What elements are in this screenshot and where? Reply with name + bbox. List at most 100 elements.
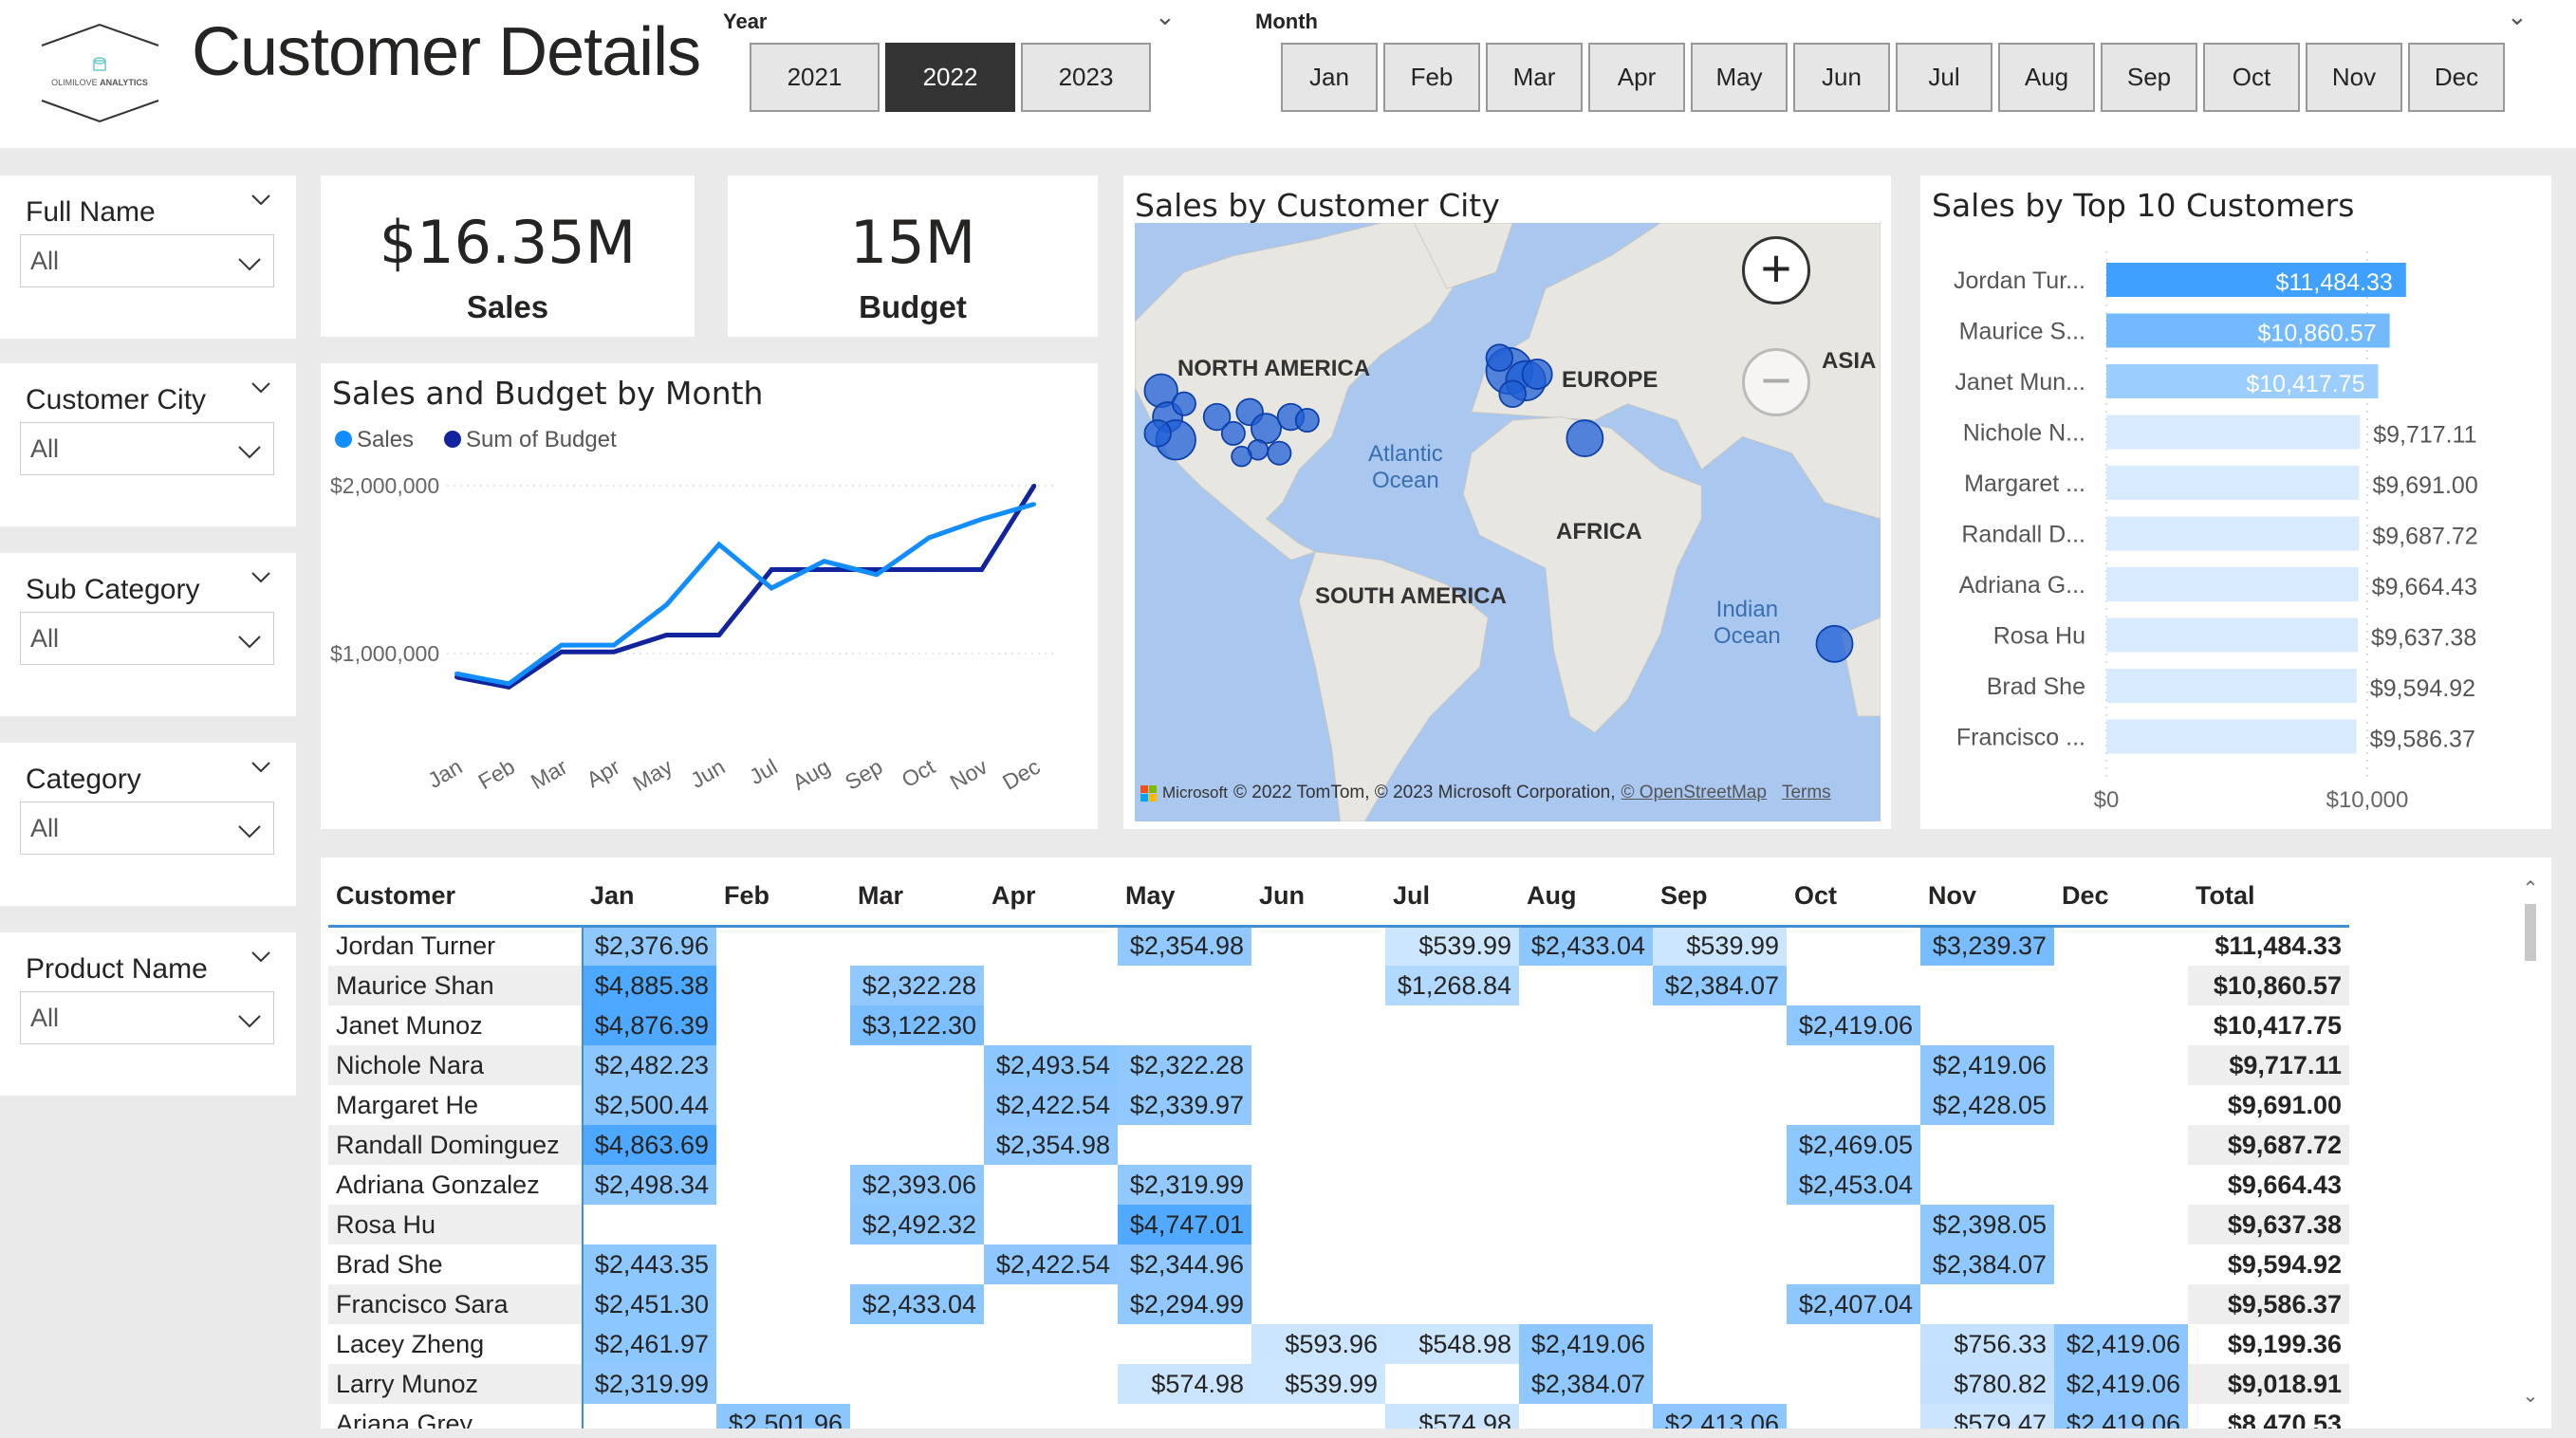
customer-city-dropdown[interactable]: All	[20, 422, 274, 475]
full-name-dropdown[interactable]: All	[20, 234, 274, 287]
legend-label-0[interactable]: Sales	[357, 427, 414, 452]
bar[interactable]	[2106, 618, 2359, 653]
map-zoom-in-button[interactable]: +	[1742, 236, 1810, 304]
column-header-customer[interactable]: Customer	[328, 867, 583, 928]
chevron-down-icon[interactable]	[250, 756, 271, 777]
month-button-mar[interactable]: Mar	[1486, 43, 1583, 112]
column-header-feb[interactable]: Feb	[716, 867, 850, 928]
column-header-sep[interactable]: Sep	[1653, 867, 1787, 928]
bar[interactable]	[2106, 567, 2359, 601]
bar[interactable]	[2106, 669, 2357, 703]
month-button-jun[interactable]: Jun	[1793, 43, 1890, 112]
category-dropdown[interactable]: All	[20, 802, 274, 855]
column-header-nov[interactable]: Nov	[1920, 867, 2054, 928]
data-point[interactable]	[716, 633, 721, 637]
data-point[interactable]	[612, 650, 617, 654]
month-slicer-chevron-icon[interactable]: ⌄	[2507, 2, 2528, 30]
scroll-up-icon[interactable]: ⌃	[2522, 878, 2539, 899]
column-header-jul[interactable]: Jul	[1385, 867, 1519, 928]
month-button-apr[interactable]: Apr	[1588, 43, 1685, 112]
table-row[interactable]: Larry Munoz $2,319.99 $574.98 $539.99 $2,384…	[328, 1364, 2349, 1404]
table-row[interactable]: Adriana Gonzalez $2,498.34 $2,393.06 $2,319…	[328, 1165, 2349, 1205]
data-point[interactable]	[1032, 484, 1036, 488]
table-row[interactable]: Rosa Hu $2,492.32 $4,747.01 $2,398.05 $9,637…	[328, 1205, 2349, 1244]
month-button-aug[interactable]: Aug	[1998, 43, 2095, 112]
table-row[interactable]: Maurice Shan $4,885.38 $2,322.28 $1,268.84 $…	[328, 966, 2349, 1005]
data-point[interactable]	[507, 681, 511, 686]
year-button-2021[interactable]: 2021	[750, 43, 880, 112]
series-line-sales[interactable]	[455, 502, 1035, 687]
data-point[interactable]	[979, 517, 984, 522]
bar[interactable]	[2106, 263, 2406, 297]
month-button-oct[interactable]: Oct	[2203, 43, 2300, 112]
osm-link[interactable]: © OpenStreetMap	[1621, 783, 1767, 802]
table-scrollbar[interactable]: ⌃ ⌄	[2519, 876, 2542, 1408]
data-point[interactable]	[664, 633, 669, 637]
table-row[interactable]: Lacey Zheng $2,461.97 $593.96 $548.98 $2,419…	[328, 1324, 2349, 1364]
bar[interactable]	[2106, 313, 2390, 348]
month-button-jul[interactable]: Jul	[1896, 43, 1992, 112]
data-point[interactable]	[507, 685, 511, 690]
data-point[interactable]	[1032, 502, 1036, 507]
table-row[interactable]: Nichole Nara $2,482.23 $2,493.54 $2,322.28 $…	[328, 1045, 2349, 1085]
bar[interactable]	[2106, 516, 2360, 551]
bar[interactable]	[2106, 466, 2360, 500]
table-row[interactable]: Margaret He $2,500.44 $2,422.54 $2,339.97 $2…	[328, 1085, 2349, 1125]
column-header-mar[interactable]: Mar	[850, 867, 984, 928]
data-point[interactable]	[769, 585, 774, 590]
scroll-thumb[interactable]	[2525, 904, 2536, 961]
column-header-may[interactable]: May	[1118, 867, 1251, 928]
table-row[interactable]: Randall Dominguez $4,863.69 $2,354.98 $2,46…	[328, 1125, 2349, 1165]
data-point[interactable]	[454, 672, 458, 676]
data-point[interactable]	[874, 572, 879, 577]
data-point[interactable]	[716, 542, 721, 546]
table-row[interactable]: Ariana Grey $2,501.96 $574.98 $2,413.06 $579…	[328, 1404, 2349, 1429]
column-header-apr[interactable]: Apr	[984, 867, 1118, 928]
sub-category-dropdown[interactable]: All	[20, 612, 274, 665]
bar[interactable]	[2106, 415, 2361, 450]
data-point[interactable]	[559, 650, 564, 654]
month-button-nov[interactable]: Nov	[2306, 43, 2402, 112]
data-point[interactable]	[612, 643, 617, 648]
series-line-sum-of-budget[interactable]	[455, 484, 1037, 691]
bar[interactable]	[2106, 364, 2379, 398]
product-name-dropdown[interactable]: All	[20, 991, 274, 1044]
data-point[interactable]	[664, 602, 669, 607]
bar[interactable]	[2106, 719, 2357, 754]
column-header-dec[interactable]: Dec	[2054, 867, 2188, 928]
month-button-jan[interactable]: Jan	[1281, 43, 1378, 112]
month-button-may[interactable]: May	[1691, 43, 1788, 112]
table-row[interactable]: Jordan Turner $2,376.96 $2,354.98 $539.99 $2…	[328, 926, 2349, 966]
table-row[interactable]: Brad She $2,443.35 $2,422.54 $2,344.96 $2,38…	[328, 1244, 2349, 1284]
chevron-down-icon[interactable]	[250, 377, 271, 397]
column-header-total[interactable]: Total	[2188, 867, 2349, 928]
data-point[interactable]	[559, 643, 564, 648]
column-header-jan[interactable]: Jan	[583, 867, 716, 928]
chevron-down-icon[interactable]	[250, 946, 271, 967]
year-slicer-chevron-icon[interactable]: ⌄	[1155, 2, 1176, 30]
data-point[interactable]	[769, 567, 774, 572]
chevron-down-icon[interactable]	[250, 189, 271, 210]
data-point[interactable]	[822, 559, 826, 563]
data-point[interactable]	[979, 567, 984, 572]
table-row[interactable]: Janet Munoz $4,876.39 $3,122.30 $2,419.06 $1…	[328, 1005, 2349, 1045]
year-button-2022[interactable]: 2022	[885, 43, 1015, 112]
data-point[interactable]	[874, 567, 879, 572]
map-zoom-out-button[interactable]: −	[1742, 348, 1810, 416]
column-header-aug[interactable]: Aug	[1519, 867, 1653, 928]
year-button-2023[interactable]: 2023	[1021, 43, 1151, 112]
month-button-sep[interactable]: Sep	[2101, 43, 2197, 112]
month-button-feb[interactable]: Feb	[1383, 43, 1480, 112]
data-point[interactable]	[822, 567, 826, 572]
column-header-jun[interactable]: Jun	[1251, 867, 1385, 928]
table-row[interactable]: Francisco Sara $2,451.30 $2,433.04 $2,294.9…	[328, 1284, 2349, 1324]
data-point[interactable]	[927, 567, 932, 572]
scroll-down-icon[interactable]: ⌄	[2522, 1386, 2539, 1407]
legend-label-1[interactable]: Sum of Budget	[466, 427, 617, 452]
map-canvas[interactable]: NORTH AMERICA EUROPE ASIA Atlantic Ocean …	[1135, 223, 1881, 821]
column-header-oct[interactable]: Oct	[1787, 867, 1920, 928]
month-button-dec[interactable]: Dec	[2408, 43, 2505, 112]
chevron-down-icon[interactable]	[250, 566, 271, 587]
terms-link[interactable]: Terms	[1781, 783, 1831, 802]
data-point[interactable]	[927, 535, 932, 540]
